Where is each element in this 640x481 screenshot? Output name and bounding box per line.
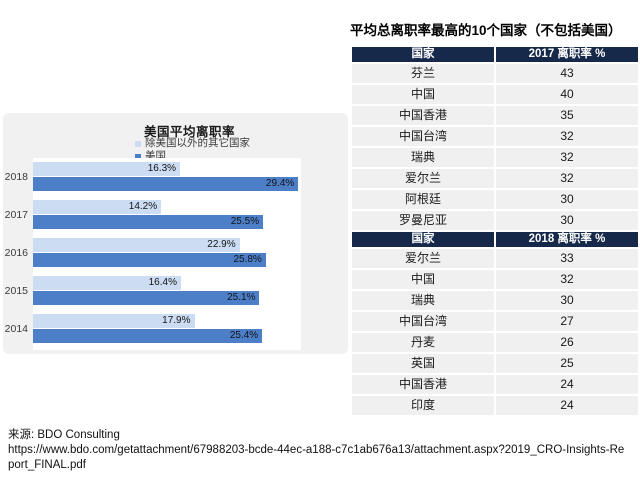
legend-label-other-countries: 除美国以外的其它国家 [145, 137, 250, 149]
rate-cell: 25 [496, 354, 638, 373]
bar-dark-2018: 29.4% [33, 177, 299, 191]
legend-swatch-us [135, 153, 141, 160]
bar-value-label: 25.4% [229, 330, 259, 341]
country-cell: 中国香港 [352, 375, 494, 394]
country-cell: 芬兰 [352, 64, 494, 83]
country-cell: 中国 [352, 270, 494, 289]
bar-light-2018: 16.3% [33, 162, 181, 176]
rate-cell: 32 [496, 127, 638, 146]
bar-group-2018: 2018 16.3% 29.4% [5, 162, 301, 191]
rate-cell: 32 [496, 148, 638, 167]
rate-cell: 32 [496, 169, 638, 188]
country-cell: 爱尔兰 [352, 249, 494, 268]
bar-value-label: 17.9% [162, 315, 191, 326]
rate-cell: 26 [496, 333, 638, 352]
rate-cell: 33 [496, 249, 638, 268]
bar-group-2015: 2015 16.4% 25.1% [5, 276, 301, 305]
bar-dark-2017: 25.5% [33, 215, 264, 229]
country-cell: 英国 [352, 354, 494, 373]
bar-light-2014: 17.9% [33, 314, 195, 328]
rate-cell: 24 [496, 396, 638, 415]
country-cell: 中国香港 [352, 106, 494, 125]
country-cell: 爱尔兰 [352, 169, 494, 188]
rate-cell: 24 [496, 375, 638, 394]
country-cell: 中国台湾 [352, 312, 494, 331]
source-label: 来源: BDO Consulting [8, 429, 120, 441]
country-cell: 印度 [352, 396, 494, 415]
bar-value-label: 29.4% [265, 178, 295, 189]
bar-value-label: 25.1% [227, 292, 256, 303]
table-title: 平均总离职率最高的10个国家（不包括美国） [350, 23, 622, 38]
rate-cell: 30 [496, 291, 638, 310]
rate-cell: 40 [496, 85, 638, 104]
rate-cell: 30 [496, 190, 638, 209]
axis-label-2014: 2014 [4, 322, 28, 335]
bar-dark-2014: 25.4% [33, 329, 263, 343]
bar-value-label: 25.8% [233, 254, 262, 265]
country-cell: 瑞典 [352, 148, 494, 167]
country-cell: 罗曼尼亚 [352, 211, 494, 230]
country-cell: 中国 [352, 85, 494, 104]
bar-group-2016: 2016 22.9% 25.8% [5, 238, 301, 267]
turnover-table-2017: 国家 2017 离职率 % 芬兰 43 中国 40 中国香港 35 中国台湾 32 瑞典 32 爱尔兰 3… [352, 47, 638, 230]
bar-value-label: 25.5% [230, 216, 260, 227]
country-cell: 阿根廷 [352, 190, 494, 209]
table-header-cell: 国家 [352, 232, 494, 247]
bar-value-label: 22.9% [207, 239, 236, 250]
bar-light-2017: 14.2% [33, 200, 162, 214]
chart-plot-area: 2018 16.3% 29.4% 2017 14.2% 25.5% 2016 22.9% 25.… [5, 158, 301, 350]
rate-cell: 30 [496, 211, 638, 230]
axis-label-2016: 2016 [4, 246, 28, 259]
bar-dark-2015: 25.1% [33, 291, 260, 305]
source-citation: 来源: BDO Consulting https://www.bdo.com/g… [8, 428, 626, 474]
bar-dark-2016: 25.8% [33, 253, 266, 267]
axis-label-2017: 2017 [4, 208, 28, 221]
legend-swatch-other-countries [135, 140, 141, 147]
country-cell: 中国台湾 [352, 127, 494, 146]
top10-countries-tables: 国家 2017 离职率 % 芬兰 43 中国 40 中国香港 35 中国台湾 32 瑞典 32 爱尔兰 3… [352, 47, 638, 417]
legend-item-other-countries: 除美国以外的其它国家 [135, 137, 250, 150]
axis-label-2018: 2018 [4, 170, 28, 183]
bar-group-2014: 2014 17.9% 25.4% [5, 314, 301, 343]
bar-light-2016: 22.9% [33, 238, 240, 252]
axis-label-2015: 2015 [4, 284, 28, 297]
rate-cell: 43 [496, 64, 638, 83]
bar-group-2017: 2017 14.2% 25.5% [5, 200, 301, 229]
country-cell: 丹麦 [352, 333, 494, 352]
rate-cell: 32 [496, 270, 638, 289]
table-header-cell: 2017 离职率 % [496, 47, 638, 62]
country-cell: 瑞典 [352, 291, 494, 310]
bar-value-label: 14.2% [128, 201, 158, 212]
bar-value-label: 16.4% [148, 277, 177, 288]
source-url: https://www.bdo.com/getattachment/679882… [8, 444, 625, 472]
rate-cell: 35 [496, 106, 638, 125]
us-average-turnover-chart: 美国平均离职率 除美国以外的其它国家 美国 2018 16.3% 29.4% 2017… [3, 113, 348, 354]
turnover-table-2018: 国家 2018 离职率 % 爱尔兰 33 中国 32 瑞典 30 中国台湾 27 丹麦 26 英国 25 中… [352, 232, 638, 415]
chart-title: 美国平均离职率 [143, 125, 235, 139]
table-header-cell: 国家 [352, 47, 494, 62]
bar-value-label: 16.3% [147, 163, 177, 174]
bar-light-2015: 16.4% [33, 276, 181, 290]
table-header-cell: 2018 离职率 % [496, 232, 638, 247]
rate-cell: 27 [496, 312, 638, 331]
